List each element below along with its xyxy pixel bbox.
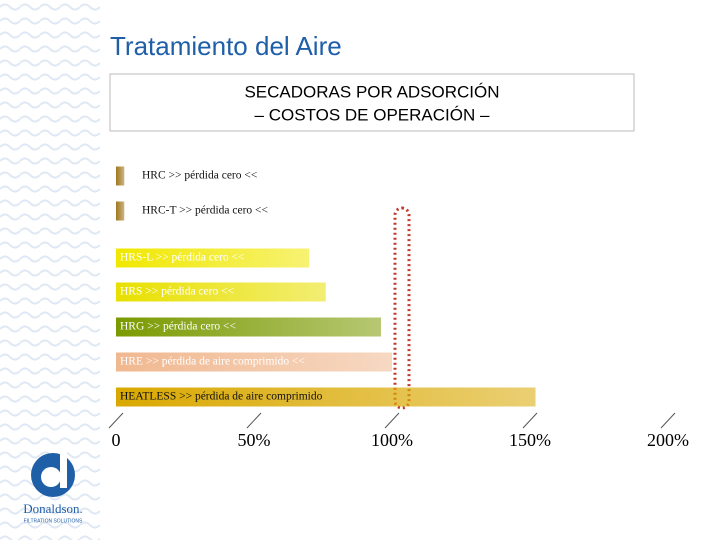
bar — [116, 248, 310, 268]
logo-mark-stem — [60, 448, 67, 488]
chart-title: SECADORAS POR ADSORCIÓN — [244, 82, 499, 101]
logo: Donaldson. FILTRATION SOLUTIONS — [23, 448, 83, 524]
bar — [116, 166, 125, 186]
background-pattern — [0, 0, 100, 540]
bar — [116, 317, 381, 337]
logo-mark-inner — [41, 467, 61, 487]
bar — [116, 201, 125, 221]
logo-tagline: FILTRATION SOLUTIONS — [24, 518, 83, 524]
bar-label: HRE >> pérdida de aire comprimido << — [120, 356, 305, 368]
x-tick-mark — [384, 412, 400, 429]
x-tick-label: 150% — [509, 430, 551, 450]
bar-label: HRS-L >> pérdida cero << — [120, 252, 245, 264]
x-tick-mark — [522, 412, 538, 429]
x-tick-mark — [660, 412, 676, 429]
x-tick-mark — [246, 412, 262, 429]
bar — [116, 387, 536, 407]
logo-name: Donaldson. — [23, 501, 83, 516]
bar-label: HEATLESS >> pérdida de aire comprimido — [120, 391, 323, 403]
bar-label: HRG >> pérdida cero << — [120, 321, 236, 333]
title-box — [109, 73, 635, 132]
bar-label: HRS >> pérdida cero << — [120, 286, 234, 298]
bar-label: HRC-T >> pérdida cero << — [142, 205, 268, 217]
bar — [116, 282, 326, 302]
chart-subtitle: – COSTOS DE OPERACIÓN – — [255, 105, 490, 124]
bar — [116, 352, 392, 372]
x-tick-label: 100% — [371, 430, 413, 450]
x-tick-label: 50% — [238, 430, 271, 450]
x-tick-label: 200% — [647, 430, 689, 450]
highlight-outline — [393, 206, 411, 410]
x-tick-label: 0 — [112, 430, 121, 450]
x-tick-mark — [108, 412, 124, 429]
bar-label: HRC >> pérdida cero << — [142, 170, 257, 182]
slide-title: Tratamiento del Aire — [110, 31, 342, 61]
